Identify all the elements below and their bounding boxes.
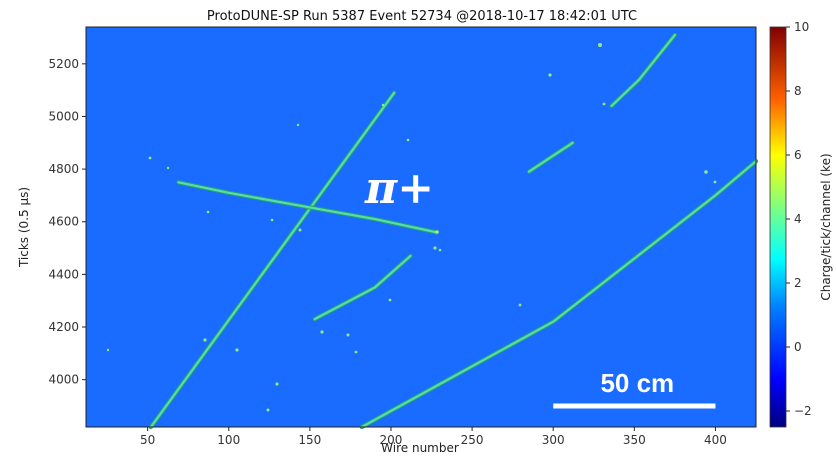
- charge-hit: [435, 230, 439, 234]
- charge-hit: [275, 382, 279, 386]
- colorbar-tick-label: 2: [794, 276, 802, 290]
- charge-hit: [148, 156, 152, 160]
- colorbar: [769, 26, 787, 428]
- pion-track: [177, 181, 438, 234]
- colorbar-ticks: −2 0 2 4 6 8 10: [786, 20, 812, 418]
- colorbar-tick-label: −2: [794, 404, 812, 418]
- x-tick-label: 300: [542, 433, 565, 447]
- charge-hit: [406, 138, 410, 142]
- upper-right-track: [610, 33, 677, 108]
- charge-hit: [598, 43, 602, 47]
- charge-hit: [548, 73, 552, 77]
- plot-frame: [85, 26, 757, 428]
- y-tick-label: 4400: [48, 267, 79, 281]
- y-axis-label: Ticks (0.5 μs): [17, 187, 31, 268]
- colorbar-tick-label: 10: [794, 20, 809, 34]
- steep-track: [149, 91, 396, 429]
- charge-hit: [296, 123, 300, 127]
- x-tick-label: 200: [380, 433, 403, 447]
- chart-title: ProtoDUNE-SP Run 5387 Event 52734 @2018-…: [207, 9, 637, 24]
- charge-hit: [518, 303, 522, 307]
- y-tick-label: 4800: [48, 162, 79, 176]
- y-tick-label: 4200: [48, 320, 79, 334]
- y-axis-ticks: 4000 4200 4400 4600 4800 5000 5200: [48, 57, 86, 387]
- charge-blobs-layer: [106, 43, 717, 412]
- colorbar-tick-label: 0: [794, 340, 802, 354]
- charge-hit: [388, 298, 392, 302]
- colorbar-label: Charge/tick/channel (ke): [819, 153, 833, 300]
- short-segment-right: [527, 141, 574, 173]
- charge-hit: [354, 350, 358, 354]
- x-tick-label: 100: [217, 433, 240, 447]
- charge-hit: [381, 103, 385, 107]
- y-tick-label: 5200: [48, 57, 79, 71]
- charge-hit: [320, 330, 324, 334]
- charge-hit: [346, 333, 350, 337]
- colorbar-tick-label: 8: [794, 84, 802, 98]
- y-tick-label: 4600: [48, 215, 79, 229]
- pion-label: π+: [364, 163, 434, 214]
- x-axis-ticks: 50 100 150 200 250 300 350 400: [140, 427, 727, 447]
- tracks-layer: [148, 32, 759, 430]
- y-tick-label: 4000: [48, 373, 79, 387]
- charge-hit: [203, 338, 207, 342]
- x-tick-label: 250: [461, 433, 484, 447]
- charge-hit: [438, 248, 442, 252]
- charge-hit: [235, 348, 239, 352]
- scale-bar-label: 50 cm: [600, 368, 674, 398]
- charge-hit: [106, 348, 110, 352]
- charge-hit: [602, 102, 606, 106]
- x-axis-label: Wire number: [381, 441, 459, 455]
- charge-hit: [298, 228, 302, 232]
- colorbar-tick-label: 6: [794, 148, 802, 162]
- charge-hit: [206, 210, 210, 214]
- short-track-mid: [313, 254, 412, 321]
- long-diagonal-track: [360, 160, 758, 429]
- charge-hit: [166, 166, 170, 170]
- x-tick-label: 400: [704, 433, 727, 447]
- x-tick-label: 150: [298, 433, 321, 447]
- colorbar-tick-label: 4: [794, 212, 802, 226]
- charge-hit: [266, 408, 270, 412]
- charge-hit: [270, 218, 274, 222]
- y-tick-label: 5000: [48, 109, 79, 123]
- charge-hit: [433, 246, 437, 250]
- charge-hit: [704, 170, 708, 174]
- charge-hit: [713, 180, 717, 184]
- x-tick-label: 350: [623, 433, 646, 447]
- x-tick-label: 50: [140, 433, 155, 447]
